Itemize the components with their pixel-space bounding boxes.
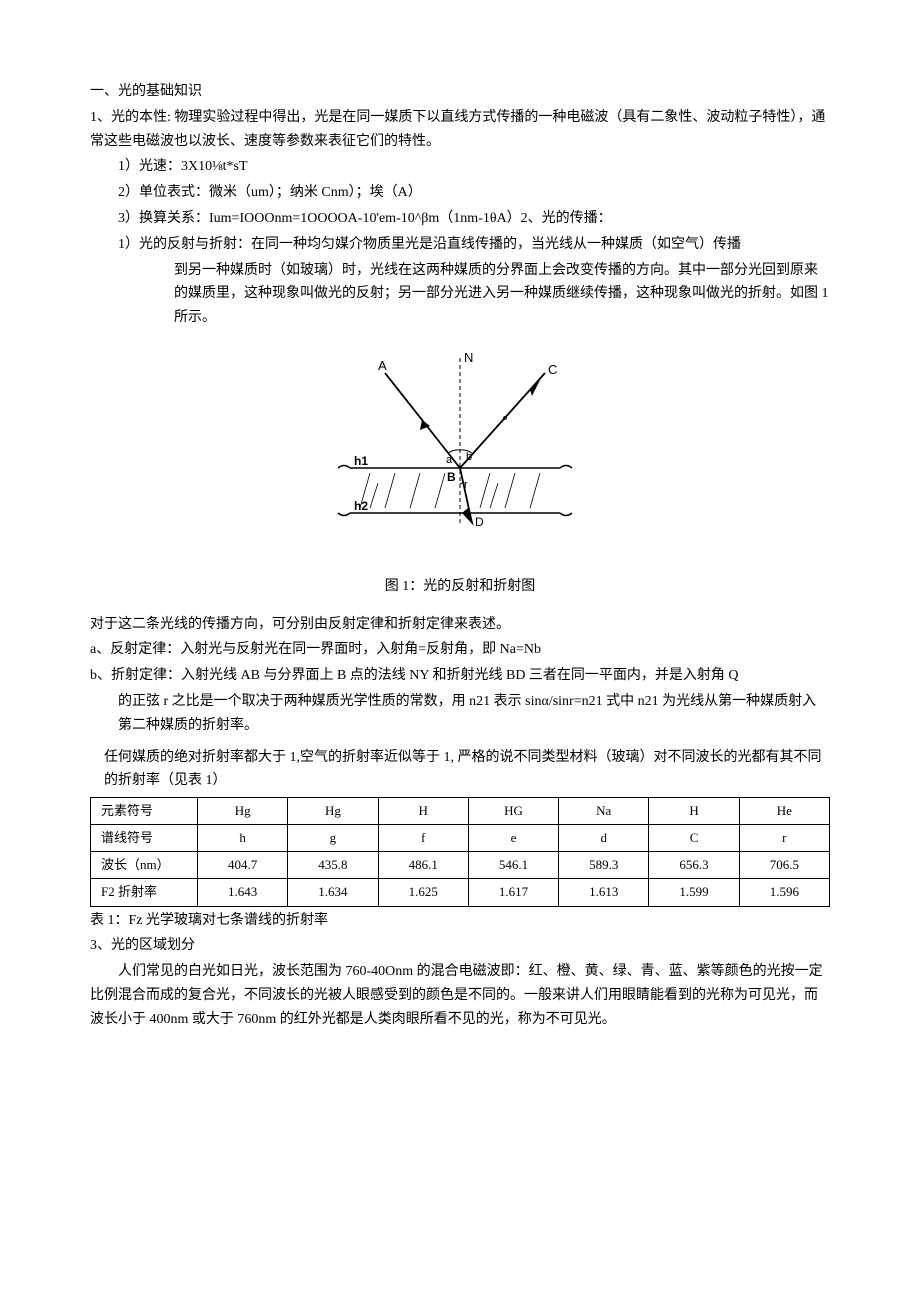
law-refraction-line2: 的正弦 r 之比是一个取决于两种媒质光学性质的常数，用 n21 表示 sinα/…	[90, 690, 830, 738]
paragraph-two-rays: 对于这二条光线的传播方向，可分别由反射定律和折射定律来表述。	[90, 613, 830, 637]
table-cell: Hg	[288, 798, 378, 825]
label-a-point: A	[378, 358, 387, 373]
table-cell: 1.596	[739, 879, 829, 906]
figure-1-caption: 图 1：光的反射和折射图	[90, 575, 830, 599]
section-heading-1: 一、光的基础知识	[90, 80, 830, 104]
label-angle-a: a	[446, 454, 453, 466]
table-cell: r	[739, 825, 829, 852]
table-cell: 546.1	[468, 852, 558, 879]
label-b-point: B	[447, 470, 456, 484]
table-cell: 1.634	[288, 879, 378, 906]
table-cell: H	[649, 798, 739, 825]
label-n-normal: N	[464, 350, 473, 365]
table-cell: e	[468, 825, 558, 852]
table-row: 谱线符号 h g f e d C r	[91, 825, 830, 852]
table-cell: HG	[468, 798, 558, 825]
law-refraction-line1: b、折射定律：入射光线 AB 与分界面上 B 点的法线 NY 和折射光线 BD …	[90, 664, 830, 688]
table-cell: Hg	[198, 798, 288, 825]
table-cell: 1.625	[378, 879, 468, 906]
table-cell: 1.599	[649, 879, 739, 906]
row-header-f2-index: F2 折射率	[91, 879, 198, 906]
table-cell: f	[378, 825, 468, 852]
paragraph-refractive-index: 任何媒质的绝对折射率都大于 1,空气的折射率近似等于 1, 严格的说不同类型材料…	[90, 746, 830, 794]
section-heading-3: 3、光的区域划分	[90, 934, 830, 958]
table-row: 元素符号 Hg Hg H HG Na H He	[91, 798, 830, 825]
table-cell: 486.1	[378, 852, 468, 879]
table-cell: He	[739, 798, 829, 825]
label-h1: h1	[354, 454, 368, 468]
table-cell: 404.7	[198, 852, 288, 879]
table-row: 波长（nm） 404.7 435.8 486.1 546.1 589.3 656…	[91, 852, 830, 879]
table-cell: Na	[559, 798, 649, 825]
list-item-reflection-refraction-line2: 到另一种媒质时（如玻璃）时，光线在这两种媒质的分界面上会改变传播的方向。其中一部…	[90, 259, 830, 330]
list-item-conversion: 3）换算关系：Ium=IOOOnm=1OOOOA-10'em-10^βm（1nm…	[90, 207, 830, 231]
table-cell: 1.643	[198, 879, 288, 906]
table-cell: 1.617	[468, 879, 558, 906]
law-reflection: a、反射定律：入射光与反射光在同一界面时，入射角=反射角，即 Na=Nb	[90, 638, 830, 662]
table-cell: C	[649, 825, 739, 852]
list-item-speed: 1）光速：3X10⅛t*sT	[90, 155, 830, 179]
table-cell: 706.5	[739, 852, 829, 879]
table-cell: H	[378, 798, 468, 825]
row-header-wavelength: 波长（nm）	[91, 852, 198, 879]
reflection-refraction-diagram: A N C a b r B D h1 h2	[330, 348, 590, 558]
table-cell: 1.613	[559, 879, 649, 906]
label-angle-b: b	[466, 451, 472, 463]
table-row: F2 折射率 1.643 1.634 1.625 1.617 1.613 1.5…	[91, 879, 830, 906]
paragraph-nature-of-light: 1、光的本性: 物理实验过程中得出，光是在同一媒质下以直线方式传播的一种电磁波（…	[90, 106, 830, 154]
table-cell: 656.3	[649, 852, 739, 879]
table-cell: g	[288, 825, 378, 852]
label-h2: h2	[354, 499, 368, 513]
list-item-units: 2）单位表式：微米（um）；纳米 Cnm）；埃（A）	[90, 181, 830, 205]
paragraph-visible-light: 人们常见的白光如日光，波长范围为 760-40Onm 的混合电磁波即：红、橙、黄…	[90, 960, 830, 1031]
table-cell: 435.8	[288, 852, 378, 879]
refractive-index-table: 元素符号 Hg Hg H HG Na H He 谱线符号 h g f e d C…	[90, 797, 830, 906]
row-header-line: 谱线符号	[91, 825, 198, 852]
table-cell: h	[198, 825, 288, 852]
table-cell: 589.3	[559, 852, 649, 879]
table-cell: d	[559, 825, 649, 852]
row-header-element: 元素符号	[91, 798, 198, 825]
label-c-point: C	[548, 362, 557, 377]
figure-1-wrap: A N C a b r B D h1 h2 图 1：光的反射和折射图	[90, 348, 830, 599]
label-angle-r: r	[464, 479, 468, 491]
label-d-point: D	[475, 515, 484, 529]
list-item-reflection-refraction-line1: 1）光的反射与折射：在同一种均匀媒介物质里光是沿直线传播的，当光线从一种媒质（如…	[90, 233, 830, 257]
table-1-caption: 表 1：Fz 光学玻璃对七条谱线的折射率	[90, 909, 830, 933]
